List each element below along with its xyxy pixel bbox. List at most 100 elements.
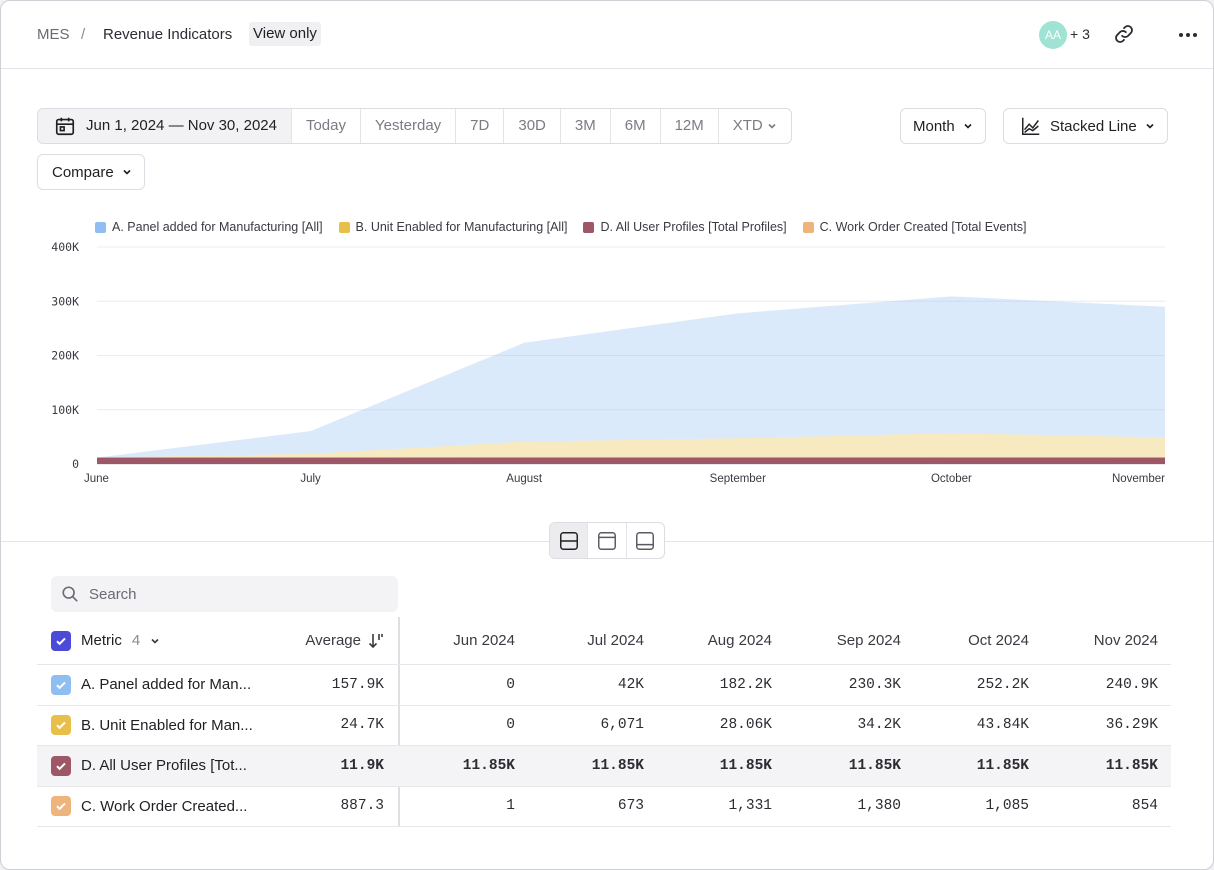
- extra-members-count[interactable]: + 3: [1070, 26, 1090, 42]
- check-icon: [56, 721, 66, 730]
- chevron-down-icon[interactable]: [150, 636, 160, 646]
- row-checkbox[interactable]: [51, 796, 71, 817]
- stacked-area-chart[interactable]: 0 100K 200K 300K 400K June July August September…: [1, 237, 1214, 497]
- average-value: 11.9K: [340, 757, 384, 774]
- metric-cell: D. All User Profiles [Tot...: [51, 746, 247, 786]
- month-value: 11.85K: [976, 757, 1029, 774]
- column-divider: [398, 617, 400, 827]
- month-value: 11.85K: [462, 757, 515, 774]
- breadcrumb-root[interactable]: MES: [37, 26, 70, 43]
- area-series-profiles-band[interactable]: [97, 457, 1165, 464]
- area-series-0[interactable]: [97, 296, 1165, 458]
- metric-header: Metric 4: [51, 617, 160, 664]
- area-series-1[interactable]: [97, 433, 1165, 458]
- check-icon: [56, 762, 66, 770]
- metric-label: A. Panel added for Man...: [81, 676, 252, 694]
- layout-table-button[interactable]: [625, 523, 664, 558]
- preset-xtd[interactable]: XTD: [717, 109, 791, 143]
- month-value: 182.2K: [719, 676, 772, 693]
- compare-dropdown[interactable]: Compare: [37, 154, 145, 190]
- month-value: 1,331: [728, 798, 772, 815]
- select-all-checkbox[interactable]: [51, 630, 71, 651]
- metric-label: B. Unit Enabled for Man...: [81, 716, 253, 734]
- legend-item-c[interactable]: C. Work Order Created [Total Events]: [802, 220, 1026, 234]
- month-header-oct[interactable]: Oct 2024: [968, 632, 1029, 649]
- layout-chart-button[interactable]: [587, 523, 625, 558]
- granularity-dropdown[interactable]: Month: [900, 108, 986, 144]
- month-value: 252.2K: [976, 676, 1029, 693]
- preset-yesterday[interactable]: Yesterday: [360, 109, 455, 143]
- granularity-label: Month: [913, 117, 955, 135]
- month-header-sep[interactable]: Sep 2024: [836, 632, 901, 649]
- month-value: 1,380: [857, 798, 901, 815]
- metric-count: 4: [131, 632, 141, 649]
- avatar[interactable]: AA: [1039, 21, 1067, 49]
- chevron-down-icon: [768, 123, 776, 129]
- metric-cell: A. Panel added for Man...: [51, 665, 251, 705]
- layout-split-button[interactable]: [550, 523, 588, 558]
- area-series-3[interactable]: [97, 456, 1165, 458]
- table-header-row: Metric 4 Average Jun 2024 Jul 2024 Aug 2…: [37, 617, 1171, 665]
- view-only-badge: View only: [249, 22, 321, 46]
- table-row[interactable]: D. All User Profiles [Tot... 11.9K 11.85…: [37, 746, 1171, 787]
- preset-6m[interactable]: 6M: [609, 109, 660, 143]
- month-value: 42K: [617, 676, 644, 693]
- more-options-icon[interactable]: [1177, 25, 1199, 45]
- month-value: 0: [506, 717, 515, 734]
- month-value: 1,085: [985, 798, 1029, 815]
- preset-12m[interactable]: 12M: [659, 109, 718, 143]
- metric-label: D. All User Profiles [Tot...: [81, 757, 247, 775]
- date-range-label: Jun 1, 2024 — Nov 30, 2024: [86, 117, 277, 134]
- metric-header-label: Metric: [81, 632, 122, 649]
- chart-type-label: Stacked Line: [1050, 117, 1137, 135]
- date-range-button[interactable]: Jun 1, 2024 — Nov 30, 2024: [38, 109, 291, 143]
- preset-30d[interactable]: 30D: [503, 109, 560, 143]
- row-checkbox[interactable]: [51, 715, 71, 736]
- row-checkbox[interactable]: [51, 674, 71, 695]
- legend-swatch: [583, 221, 595, 233]
- month-value: 28.06K: [719, 717, 772, 734]
- month-value: 0: [506, 676, 515, 693]
- search-box: [51, 576, 398, 612]
- month-header-jul[interactable]: Jul 2024: [587, 632, 644, 649]
- table-only-icon: [636, 531, 655, 550]
- metric-cell: B. Unit Enabled for Man...: [51, 706, 253, 746]
- chevron-down-icon: [964, 123, 972, 129]
- x-tick-label: October: [931, 473, 972, 485]
- chart-only-icon: [598, 531, 616, 550]
- chevron-down-icon: [1146, 123, 1154, 129]
- metrics-table: Metric 4 Average Jun 2024 Jul 2024 Aug 2…: [37, 617, 1171, 827]
- chart-legend: A. Panel added for Manufacturing [All] B…: [95, 220, 1026, 234]
- x-tick-label: November: [1112, 473, 1165, 485]
- search-input[interactable]: [89, 585, 369, 603]
- month-header-aug[interactable]: Aug 2024: [707, 632, 772, 649]
- average-header[interactable]: Average: [237, 617, 385, 664]
- preset-today[interactable]: Today: [290, 109, 360, 143]
- sort-descending-icon[interactable]: [367, 632, 385, 650]
- page-title: Revenue Indicators: [103, 26, 233, 43]
- legend-item-b[interactable]: B. Unit Enabled for Manufacturing [All]: [338, 220, 568, 234]
- preset-3m[interactable]: 3M: [559, 109, 610, 143]
- chevron-down-icon: [123, 169, 131, 175]
- month-value: 854: [1131, 798, 1158, 815]
- month-value: 230.3K: [848, 676, 901, 693]
- preset-7d[interactable]: 7D: [455, 109, 503, 143]
- table-row[interactable]: A. Panel added for Man... 157.9K 0 42K 1…: [37, 665, 1171, 706]
- month-value: 11.85K: [1105, 757, 1158, 774]
- average-header-label: Average: [305, 632, 361, 649]
- legend-item-d[interactable]: D. All User Profiles [Total Profiles]: [583, 220, 787, 234]
- legend-label: B. Unit Enabled for Manufacturing [All]: [355, 220, 568, 234]
- link-icon[interactable]: [1113, 23, 1135, 45]
- split-view-icon: [559, 531, 578, 550]
- row-checkbox[interactable]: [51, 755, 71, 776]
- date-range-selector: Jun 1, 2024 — Nov 30, 2024 Today Yesterd…: [37, 108, 792, 144]
- table-row[interactable]: C. Work Order Created... 887.3 1 673 1,3…: [37, 787, 1171, 827]
- month-header-nov[interactable]: Nov 2024: [1093, 632, 1158, 649]
- layout-toggle: [549, 522, 665, 559]
- legend-item-a[interactable]: A. Panel added for Manufacturing [All]: [95, 220, 323, 234]
- table-row[interactable]: B. Unit Enabled for Man... 24.7K 0 6,071…: [37, 706, 1171, 746]
- month-header-jun[interactable]: Jun 2024: [453, 632, 515, 649]
- chart-type-dropdown[interactable]: Stacked Line: [1003, 108, 1168, 144]
- y-tick-label: 400K: [51, 240, 79, 254]
- x-tick-label: July: [300, 473, 321, 485]
